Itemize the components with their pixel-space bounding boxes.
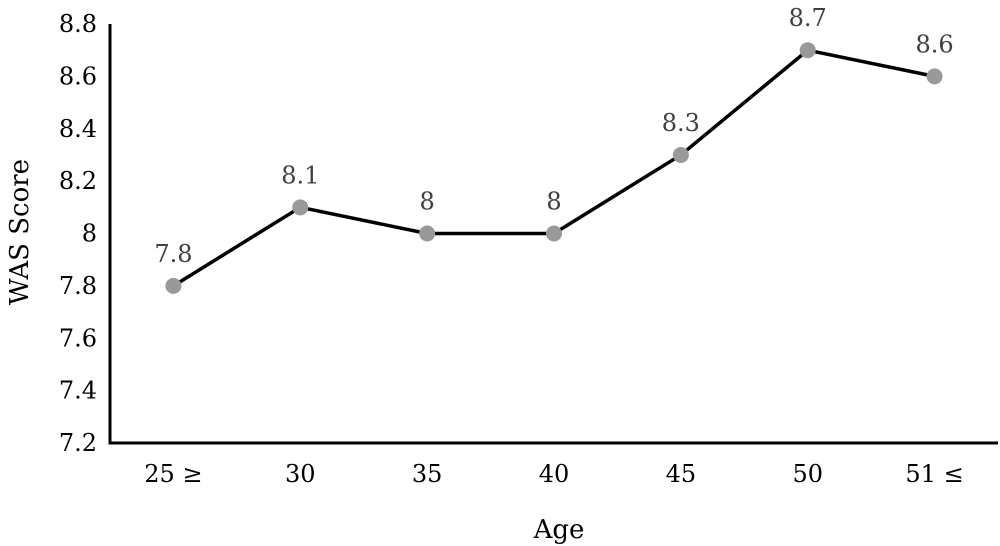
x-tick-labels: 25 ≥ 30 35 40 45 50 51 ≤ bbox=[144, 460, 963, 488]
series bbox=[165, 42, 943, 294]
y-tick-label: 8.2 bbox=[59, 167, 97, 195]
x-tick-label: 30 bbox=[285, 460, 316, 488]
data-label: 7.8 bbox=[154, 240, 192, 268]
x-tick-label: 51 ≤ bbox=[905, 460, 963, 488]
y-tick-label: 7.4 bbox=[59, 377, 97, 405]
y-tick-label: 8.6 bbox=[59, 62, 97, 90]
y-tick-label: 8.4 bbox=[59, 115, 97, 143]
x-tick-label: 35 bbox=[412, 460, 443, 488]
x-tick-label: 50 bbox=[792, 460, 823, 488]
data-label: 8.6 bbox=[915, 30, 953, 58]
axes bbox=[108, 24, 998, 445]
x-axis-title: Age bbox=[533, 515, 585, 545]
data-point bbox=[546, 225, 562, 242]
x-tick-label: 40 bbox=[539, 460, 570, 488]
y-tick-label: 7.2 bbox=[59, 429, 97, 457]
y-tick-label: 7.6 bbox=[59, 324, 97, 352]
data-point bbox=[926, 68, 943, 85]
data-label: 8.7 bbox=[789, 4, 827, 32]
data-label: 8.1 bbox=[281, 161, 319, 189]
x-tick-label: 45 bbox=[666, 460, 697, 488]
x-tick-label: 25 ≥ bbox=[144, 460, 202, 488]
data-label: 8.3 bbox=[662, 109, 700, 137]
data-point bbox=[292, 199, 309, 216]
data-point bbox=[799, 42, 816, 59]
data-point bbox=[165, 277, 182, 294]
data-point bbox=[672, 146, 689, 163]
y-tick-label: 8.8 bbox=[59, 10, 97, 38]
data-label: 8 bbox=[420, 188, 435, 216]
y-tick-labels: 7.2 7.4 7.6 7.8 8 8.2 8.4 8.6 8.8 bbox=[59, 10, 97, 457]
y-tick-label: 8 bbox=[82, 220, 97, 248]
data-labels: 7.8 8.1 8 8 8.3 8.7 8.6 bbox=[154, 4, 953, 268]
data-label: 8 bbox=[546, 188, 561, 216]
y-axis-title: WAS Score bbox=[5, 159, 35, 305]
data-point bbox=[419, 225, 436, 242]
y-tick-label: 7.8 bbox=[59, 272, 97, 300]
